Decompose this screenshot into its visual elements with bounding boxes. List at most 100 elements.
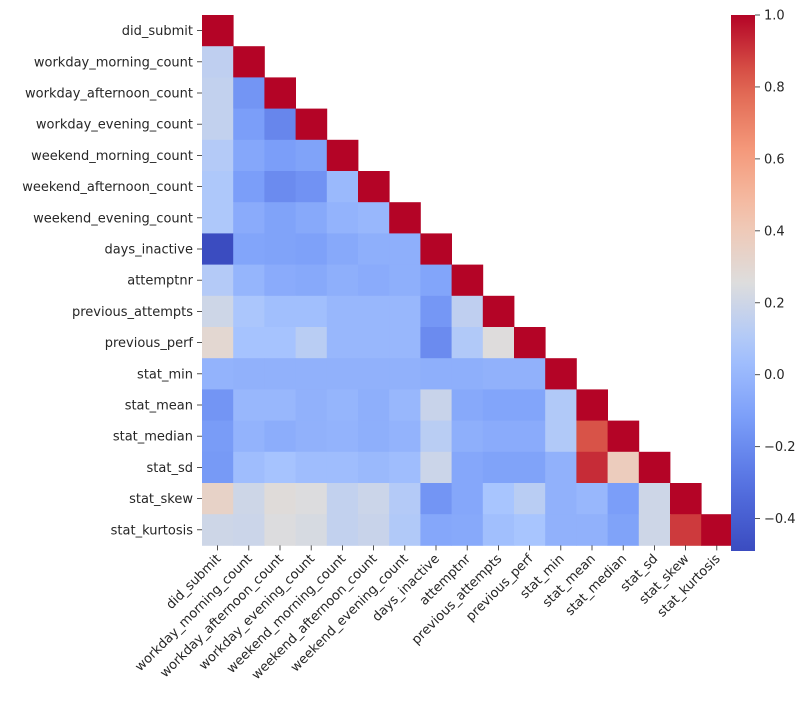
heatmap-cell — [233, 295, 265, 328]
colorbar-ticks: −0.4 −0.2 0.0 0.2 0.4 0.6 0.8 1.0 — [755, 9, 796, 527]
heatmap-cell — [295, 264, 328, 297]
heatmap-cell — [358, 171, 390, 203]
heatmap-cell — [451, 514, 484, 546]
heatmap-cell — [295, 451, 328, 484]
heatmap-cell — [233, 327, 265, 359]
heatmap-cell — [545, 420, 577, 453]
row-label: days_inactive — [104, 243, 193, 258]
heatmap-cell — [233, 46, 265, 78]
heatmap-cell — [576, 451, 608, 484]
heatmap-cell — [358, 420, 390, 453]
heatmap-cell — [202, 483, 234, 515]
heatmap-cell — [358, 233, 390, 265]
heatmap-cell — [264, 171, 296, 203]
heatmap-cell — [482, 483, 515, 515]
heatmap-cell — [482, 514, 515, 546]
heatmap-cell — [295, 389, 328, 421]
heatmap-cell — [482, 358, 515, 390]
heatmap-cell — [202, 420, 234, 453]
heatmap-cell — [545, 389, 577, 421]
heatmap-cell — [514, 358, 546, 390]
colorbar: −0.4 −0.2 0.0 0.2 0.4 0.6 0.8 1.0 — [731, 9, 796, 551]
heatmap-cell — [358, 389, 390, 421]
heatmap-cell — [202, 108, 234, 141]
heatmap-cells — [202, 15, 733, 546]
heatmap-cell — [202, 171, 234, 203]
heatmap-cell — [202, 295, 234, 328]
column-labels: did_submitworkday_morning_countworkday_a… — [133, 545, 724, 683]
heatmap-cell — [358, 327, 390, 359]
heatmap-cell — [295, 108, 328, 141]
heatmap-cell — [389, 420, 421, 453]
row-label: stat_min — [137, 367, 193, 382]
heatmap-cell — [326, 139, 359, 172]
row-label: workday_morning_count — [34, 55, 193, 70]
heatmap-cell — [233, 77, 265, 109]
heatmap-cell — [420, 514, 452, 546]
heatmap-cell — [420, 451, 452, 484]
heatmap-cell — [264, 233, 296, 265]
heatmap-cell — [326, 295, 359, 328]
heatmap-cell — [264, 389, 296, 421]
heatmap-cell — [295, 171, 328, 203]
row-label: weekend_afternoon_count — [22, 180, 193, 195]
heatmap-cell — [233, 514, 265, 546]
heatmap-cell — [514, 514, 546, 546]
heatmap-cell — [607, 451, 640, 484]
heatmap-cell — [451, 264, 484, 297]
heatmap-cell — [389, 358, 421, 390]
heatmap-cell — [295, 202, 328, 234]
heatmap-cell — [607, 514, 640, 546]
heatmap-cell — [451, 451, 484, 484]
heatmap-cell — [264, 483, 296, 515]
row-label: stat_kurtosis — [111, 523, 194, 538]
heatmap-cell — [233, 483, 265, 515]
heatmap-cell — [638, 451, 671, 484]
row-label: weekend_morning_count — [31, 149, 193, 164]
heatmap-cell — [264, 108, 296, 141]
heatmap-cell — [389, 233, 421, 265]
heatmap-cell — [670, 514, 702, 546]
heatmap-cell — [482, 295, 515, 328]
heatmap-cell — [295, 358, 328, 390]
heatmap-cell — [202, 233, 234, 265]
row-label: did_submit — [122, 24, 193, 39]
heatmap-cell — [233, 233, 265, 265]
row-label: workday_afternoon_count — [25, 87, 193, 102]
heatmap-cell — [233, 202, 265, 234]
heatmap-cell — [389, 483, 421, 515]
heatmap-cell — [514, 389, 546, 421]
colorbar-tick-label: −0.2 — [764, 440, 796, 455]
heatmap-cell — [576, 483, 608, 515]
heatmap-cell — [451, 327, 484, 359]
heatmap-cell — [202, 46, 234, 78]
heatmap-cell — [233, 451, 265, 484]
heatmap-cell — [420, 420, 452, 453]
heatmap-cell — [576, 420, 608, 453]
row-labels: did_submit workday_morning_count workday_a… — [22, 24, 202, 538]
heatmap-cell — [233, 358, 265, 390]
heatmap-cell — [202, 15, 234, 47]
heatmap-cell — [233, 264, 265, 297]
heatmap-cell — [264, 202, 296, 234]
heatmap-cell — [264, 139, 296, 172]
row-label: stat_mean — [125, 399, 193, 414]
heatmap-cell — [202, 264, 234, 297]
colorbar-tick-label: 0.2 — [764, 296, 785, 311]
row-label: stat_median — [113, 430, 193, 445]
heatmap-cell — [576, 514, 608, 546]
heatmap-cell — [358, 264, 390, 297]
row-label: weekend_evening_count — [33, 211, 193, 226]
heatmap-cell — [295, 139, 328, 172]
heatmap-cell — [326, 514, 359, 546]
heatmap-cell — [202, 514, 234, 546]
heatmap-cell — [389, 514, 421, 546]
heatmap-cell — [233, 420, 265, 453]
heatmap-cell — [264, 514, 296, 546]
heatmap-cell — [607, 483, 640, 515]
heatmap-cell — [264, 295, 296, 328]
colorbar-tick-label: 0.8 — [764, 80, 785, 95]
heatmap-cell — [545, 451, 577, 484]
heatmap-cell — [295, 295, 328, 328]
